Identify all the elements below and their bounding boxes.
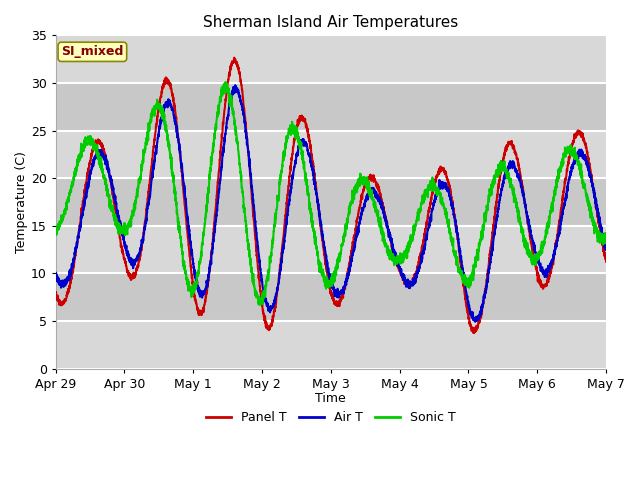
Bar [56,226,606,273]
Bar [56,36,606,83]
Bar [56,83,606,131]
Bar [56,131,606,178]
X-axis label: Time: Time [316,392,346,405]
Bar [56,178,606,226]
Title: Sherman Island Air Temperatures: Sherman Island Air Temperatures [204,15,458,30]
Legend: Panel T, Air T, Sonic T: Panel T, Air T, Sonic T [201,406,461,429]
Bar [56,321,606,369]
Bar [56,273,606,321]
Text: SI_mixed: SI_mixed [61,45,124,59]
Y-axis label: Temperature (C): Temperature (C) [15,151,28,253]
